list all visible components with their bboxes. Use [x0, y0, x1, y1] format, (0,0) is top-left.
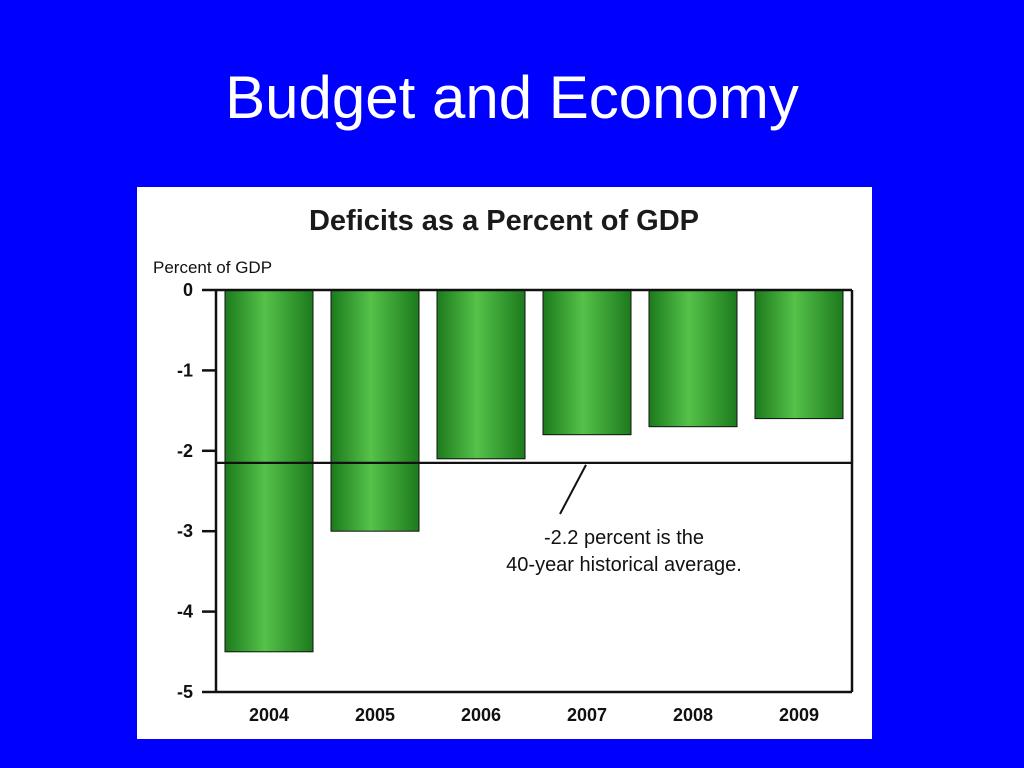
- chart-panel: Deficits as a Percent of GDP Percent of …: [137, 187, 872, 739]
- slide-title: Budget and Economy: [225, 64, 799, 131]
- y-tick-label-0: 0: [183, 280, 193, 300]
- x-tick-label-2004: 2004: [249, 705, 289, 725]
- y-tick-label-3: -3: [177, 521, 193, 541]
- bar-2008: [648, 289, 738, 428]
- chart-title: Deficits as a Percent of GDP: [309, 205, 699, 237]
- x-tick-label-2009: 2009: [779, 705, 819, 725]
- x-tick-label-2006: 2006: [461, 705, 501, 725]
- y-axis-label: Percent of GDP: [153, 258, 272, 277]
- bar-2009: [754, 289, 844, 420]
- annotation-leader-line: [559, 464, 587, 515]
- annotation-layer: -2.2 percent is the 40-year historical a…: [506, 464, 742, 576]
- x-tick-label-2007: 2007: [567, 705, 607, 725]
- y-tick-label-1: -1: [177, 360, 193, 380]
- y-tick-label-5: -5: [177, 682, 193, 702]
- x-tick-label-2005: 2005: [355, 705, 395, 725]
- annotation-line-1: -2.2 percent is the: [544, 527, 704, 549]
- bar-2006: [436, 289, 526, 460]
- y-tick-label-4: -4: [177, 602, 193, 622]
- y-tick-label-2: -2: [177, 441, 193, 461]
- annotation-line-2: 40-year historical average.: [506, 554, 742, 576]
- bars-layer: [224, 289, 844, 653]
- x-tick-label-2008: 2008: [673, 705, 713, 725]
- deficit-bar-chart: Deficits as a Percent of GDP Percent of …: [153, 205, 854, 725]
- bar-2005: [330, 289, 420, 532]
- axes-layer: 2004 2005 2006 2007 2008 2009 0 -1 -2 -3 -4 -5: [177, 280, 854, 725]
- bar-2007: [542, 289, 632, 436]
- bar-2004: [224, 289, 314, 653]
